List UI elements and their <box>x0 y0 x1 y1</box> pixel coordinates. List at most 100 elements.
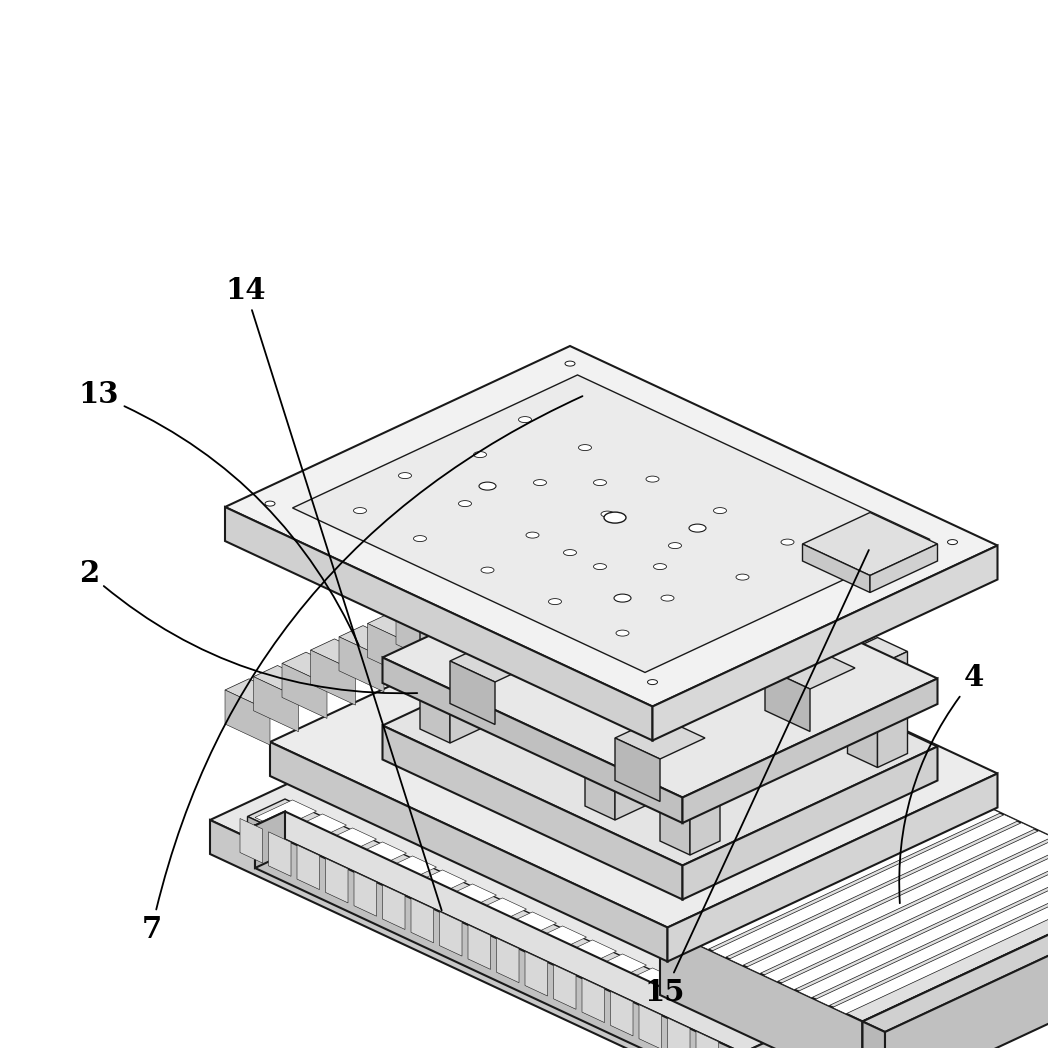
Polygon shape <box>645 982 706 1010</box>
Text: 14: 14 <box>225 276 441 911</box>
Polygon shape <box>592 698 654 727</box>
Text: 15: 15 <box>645 550 869 1007</box>
Polygon shape <box>468 925 490 969</box>
Text: 7: 7 <box>141 396 583 944</box>
Polygon shape <box>742 768 804 798</box>
Polygon shape <box>585 704 615 820</box>
Polygon shape <box>383 885 405 930</box>
Ellipse shape <box>526 532 539 538</box>
Polygon shape <box>746 831 1048 974</box>
Polygon shape <box>383 725 682 899</box>
Polygon shape <box>735 1024 796 1048</box>
Polygon shape <box>255 811 772 1048</box>
Polygon shape <box>870 544 938 592</box>
Ellipse shape <box>646 476 659 482</box>
Ellipse shape <box>781 539 794 545</box>
Polygon shape <box>705 1010 766 1039</box>
Polygon shape <box>660 739 690 855</box>
Polygon shape <box>810 939 1048 1048</box>
Polygon shape <box>310 650 355 705</box>
Ellipse shape <box>548 598 562 605</box>
Polygon shape <box>310 639 379 671</box>
Ellipse shape <box>353 507 367 514</box>
Polygon shape <box>450 627 480 743</box>
Ellipse shape <box>525 684 540 692</box>
Polygon shape <box>420 627 450 743</box>
Polygon shape <box>368 612 437 645</box>
Text: 2: 2 <box>79 559 417 694</box>
Ellipse shape <box>698 765 712 771</box>
Polygon shape <box>765 668 810 732</box>
Polygon shape <box>453 584 498 638</box>
Polygon shape <box>660 725 720 754</box>
Polygon shape <box>1012 894 1048 923</box>
Polygon shape <box>742 1039 772 1048</box>
Polygon shape <box>675 996 737 1025</box>
Polygon shape <box>615 704 645 820</box>
Ellipse shape <box>947 540 958 545</box>
Text: 4: 4 <box>899 663 984 903</box>
Polygon shape <box>682 741 744 769</box>
Polygon shape <box>354 872 376 916</box>
Polygon shape <box>764 838 1048 982</box>
Polygon shape <box>255 811 285 868</box>
Ellipse shape <box>604 512 626 523</box>
Polygon shape <box>270 588 998 927</box>
Polygon shape <box>712 814 1018 958</box>
Polygon shape <box>292 375 930 673</box>
Polygon shape <box>297 845 320 890</box>
Ellipse shape <box>519 417 531 422</box>
Ellipse shape <box>593 480 607 485</box>
Polygon shape <box>240 818 262 863</box>
Polygon shape <box>682 678 938 823</box>
Ellipse shape <box>648 679 657 684</box>
Polygon shape <box>848 652 877 767</box>
Polygon shape <box>803 544 870 592</box>
Polygon shape <box>396 610 441 665</box>
Polygon shape <box>339 637 384 692</box>
Ellipse shape <box>481 567 494 573</box>
Polygon shape <box>608 525 668 553</box>
Polygon shape <box>439 912 462 956</box>
Polygon shape <box>653 726 714 756</box>
Polygon shape <box>1043 909 1048 937</box>
Polygon shape <box>424 586 494 618</box>
Ellipse shape <box>459 501 472 506</box>
Ellipse shape <box>736 574 749 581</box>
Polygon shape <box>848 637 908 665</box>
Polygon shape <box>225 507 653 741</box>
Polygon shape <box>585 690 645 718</box>
Polygon shape <box>772 616 803 733</box>
Ellipse shape <box>479 482 496 490</box>
Polygon shape <box>225 690 270 745</box>
Polygon shape <box>803 796 864 825</box>
Ellipse shape <box>523 542 602 599</box>
Polygon shape <box>983 880 1044 910</box>
Polygon shape <box>268 832 291 876</box>
Polygon shape <box>247 799 855 1048</box>
Ellipse shape <box>414 536 427 542</box>
Polygon shape <box>765 1038 827 1048</box>
Polygon shape <box>383 607 938 866</box>
Polygon shape <box>863 1022 885 1048</box>
Polygon shape <box>765 647 855 689</box>
Polygon shape <box>885 895 1048 1048</box>
Polygon shape <box>453 572 522 605</box>
Polygon shape <box>481 559 550 591</box>
Polygon shape <box>345 842 407 871</box>
Polygon shape <box>383 657 682 823</box>
Ellipse shape <box>614 594 631 603</box>
Polygon shape <box>803 512 938 575</box>
Polygon shape <box>660 790 1048 1022</box>
Polygon shape <box>555 940 616 968</box>
Polygon shape <box>803 616 832 733</box>
Polygon shape <box>315 828 376 856</box>
Polygon shape <box>781 847 1048 989</box>
Ellipse shape <box>265 501 275 506</box>
Polygon shape <box>510 611 547 662</box>
Polygon shape <box>695 807 1001 949</box>
Polygon shape <box>435 629 510 663</box>
Polygon shape <box>772 783 834 811</box>
Polygon shape <box>255 826 742 1048</box>
Polygon shape <box>696 1031 719 1048</box>
